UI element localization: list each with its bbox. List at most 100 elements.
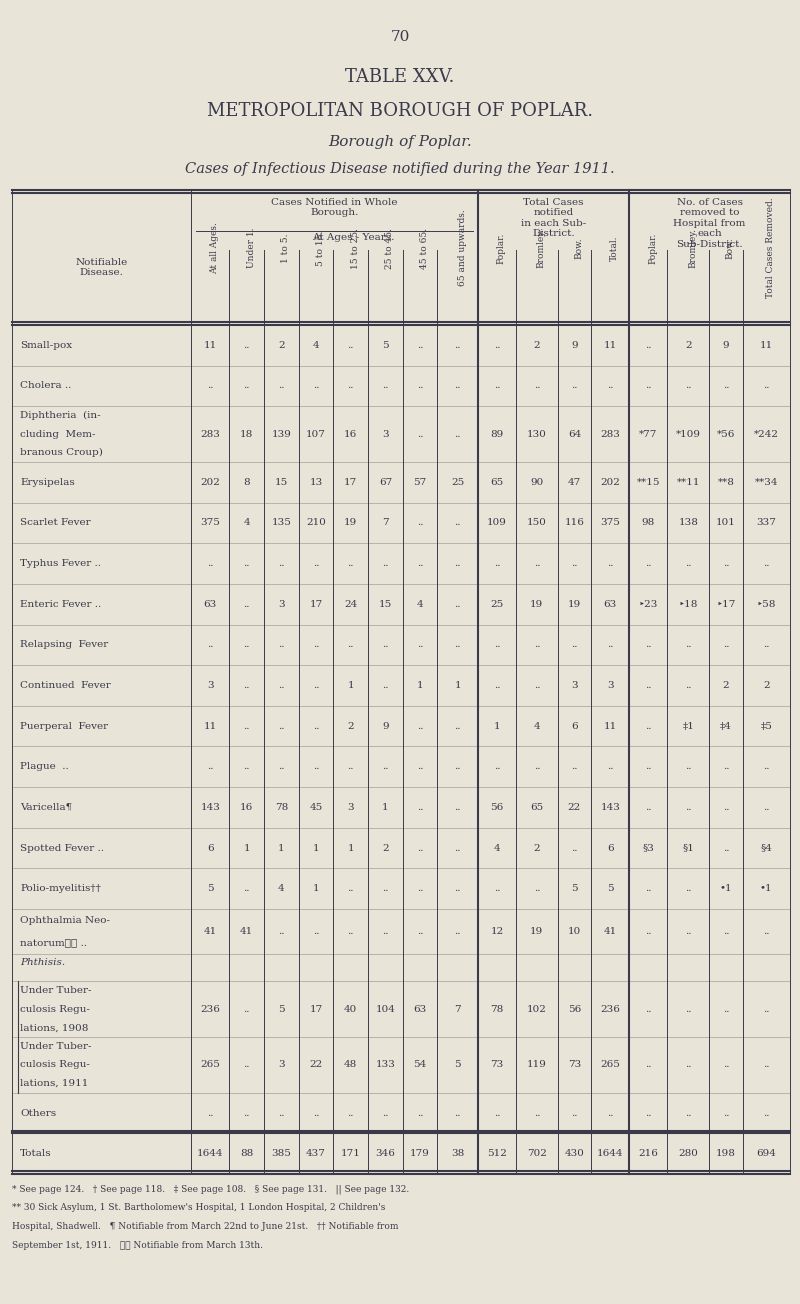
Text: ..: .. (454, 763, 461, 771)
Text: Puerperal  Fever: Puerperal Fever (20, 721, 108, 730)
Text: lations, 1911: lations, 1911 (20, 1078, 88, 1088)
Text: Under Tuber-: Under Tuber- (20, 1042, 91, 1051)
Text: Total Cases Removed.: Total Cases Removed. (766, 198, 775, 299)
Text: 65: 65 (530, 803, 543, 812)
Text: ..: .. (347, 382, 354, 390)
Text: Bromley.: Bromley. (537, 228, 546, 269)
Text: ..: .. (278, 382, 285, 390)
Text: ..: .. (645, 1060, 652, 1069)
Text: 78: 78 (490, 1004, 503, 1013)
Text: ..: .. (763, 927, 770, 936)
Text: 6: 6 (571, 721, 578, 730)
Text: ..: .. (313, 640, 319, 649)
Text: ..: .. (571, 559, 578, 569)
Text: 56: 56 (490, 803, 503, 812)
Text: Ophthalmia Neo-: Ophthalmia Neo- (20, 915, 110, 925)
Text: ..: .. (417, 1108, 423, 1118)
Text: 70: 70 (390, 30, 410, 44)
Text: •1: •1 (719, 884, 732, 893)
Text: 119: 119 (527, 1060, 546, 1069)
Text: 11: 11 (204, 721, 217, 730)
Text: ..: .. (313, 927, 319, 936)
Text: ..: .. (494, 382, 500, 390)
Text: 337: 337 (756, 519, 776, 527)
Text: 1: 1 (278, 844, 285, 853)
Text: ..: .. (454, 844, 461, 853)
Text: ..: .. (645, 884, 652, 893)
Text: Poplar.: Poplar. (648, 232, 658, 263)
Text: ..: .. (454, 721, 461, 730)
Text: ..: .. (685, 1004, 691, 1013)
Text: ..: .. (571, 640, 578, 649)
Text: culosis Regu-: culosis Regu- (20, 1004, 90, 1013)
Text: 198: 198 (716, 1149, 736, 1158)
Text: ..: .. (763, 559, 770, 569)
Text: 1: 1 (347, 844, 354, 853)
Text: ‡4: ‡4 (720, 721, 732, 730)
Text: 15: 15 (274, 477, 288, 486)
Text: 1: 1 (454, 681, 461, 690)
Text: Varicella¶: Varicella¶ (20, 803, 72, 812)
Text: 4: 4 (278, 884, 285, 893)
Text: ..: .. (645, 721, 652, 730)
Text: 54: 54 (414, 1060, 426, 1069)
Text: At all Ages.: At all Ages. (210, 222, 219, 274)
Text: 65 and upwards.: 65 and upwards. (458, 210, 466, 287)
Text: Erysipelas: Erysipelas (20, 477, 74, 486)
Text: 9: 9 (382, 721, 389, 730)
Text: ..: .. (417, 763, 423, 771)
Text: ..: .. (645, 803, 652, 812)
Text: ..: .. (534, 884, 540, 893)
Text: 63: 63 (204, 600, 217, 609)
Text: ..: .. (382, 763, 389, 771)
Text: 135: 135 (271, 519, 291, 527)
Text: 216: 216 (638, 1149, 658, 1158)
Text: culosis Regu-: culosis Regu- (20, 1060, 90, 1069)
Text: Total Cases
notified
in each Sub-
District.: Total Cases notified in each Sub- Distri… (521, 198, 586, 239)
Text: ..: .. (382, 640, 389, 649)
Text: ..: .. (243, 340, 250, 349)
Text: 265: 265 (200, 1060, 220, 1069)
Text: ..: .. (243, 1060, 250, 1069)
Text: ..: .. (417, 340, 423, 349)
Text: ..: .. (207, 559, 214, 569)
Text: 4: 4 (417, 600, 423, 609)
Text: Totals: Totals (20, 1149, 52, 1158)
Text: Notifiable
Disease.: Notifiable Disease. (75, 258, 128, 278)
Text: 4: 4 (243, 519, 250, 527)
Text: 98: 98 (642, 519, 655, 527)
Text: 6: 6 (607, 844, 614, 853)
Text: ..: .. (382, 559, 389, 569)
Text: *242: *242 (754, 429, 779, 438)
Text: 18: 18 (240, 429, 254, 438)
Text: Relapsing  Fever: Relapsing Fever (20, 640, 108, 649)
Text: ..: .. (494, 681, 500, 690)
Text: ..: .. (722, 382, 729, 390)
Text: Under Tuber-: Under Tuber- (20, 986, 91, 995)
Text: September 1st, 1911.   ₡₡ Notifiable from March 13th.: September 1st, 1911. ₡₡ Notifiable from … (12, 1241, 263, 1251)
Text: At Ages - Years.: At Ages - Years. (313, 233, 394, 243)
Text: 56: 56 (568, 1004, 581, 1013)
Text: 45: 45 (310, 803, 322, 812)
Text: 11: 11 (604, 721, 617, 730)
Text: 5: 5 (382, 340, 389, 349)
Text: ..: .. (243, 1108, 250, 1118)
Text: Cases of Infectious Disease notified during the Year 1911.: Cases of Infectious Disease notified dur… (185, 162, 615, 176)
Text: 73: 73 (490, 1060, 503, 1069)
Text: METROPOLITAN BOROUGH OF POPLAR.: METROPOLITAN BOROUGH OF POPLAR. (207, 102, 593, 120)
Text: ..: .. (763, 763, 770, 771)
Text: ..: .. (382, 1108, 389, 1118)
Text: ..: .. (313, 721, 319, 730)
Text: ..: .. (278, 927, 285, 936)
Text: ..: .. (763, 640, 770, 649)
Text: Small-pox: Small-pox (20, 340, 72, 349)
Text: 375: 375 (200, 519, 220, 527)
Text: 19: 19 (530, 927, 543, 936)
Text: ..: .. (763, 382, 770, 390)
Text: * See page 124.   † See page 118.   ‡ See page 108.   § See page 131.   || See p: * See page 124. † See page 118. ‡ See pa… (12, 1184, 410, 1193)
Text: ..: .. (645, 763, 652, 771)
Text: ..: .. (571, 844, 578, 853)
Text: 3: 3 (382, 429, 389, 438)
Text: ..: .. (645, 340, 652, 349)
Text: 2: 2 (685, 340, 691, 349)
